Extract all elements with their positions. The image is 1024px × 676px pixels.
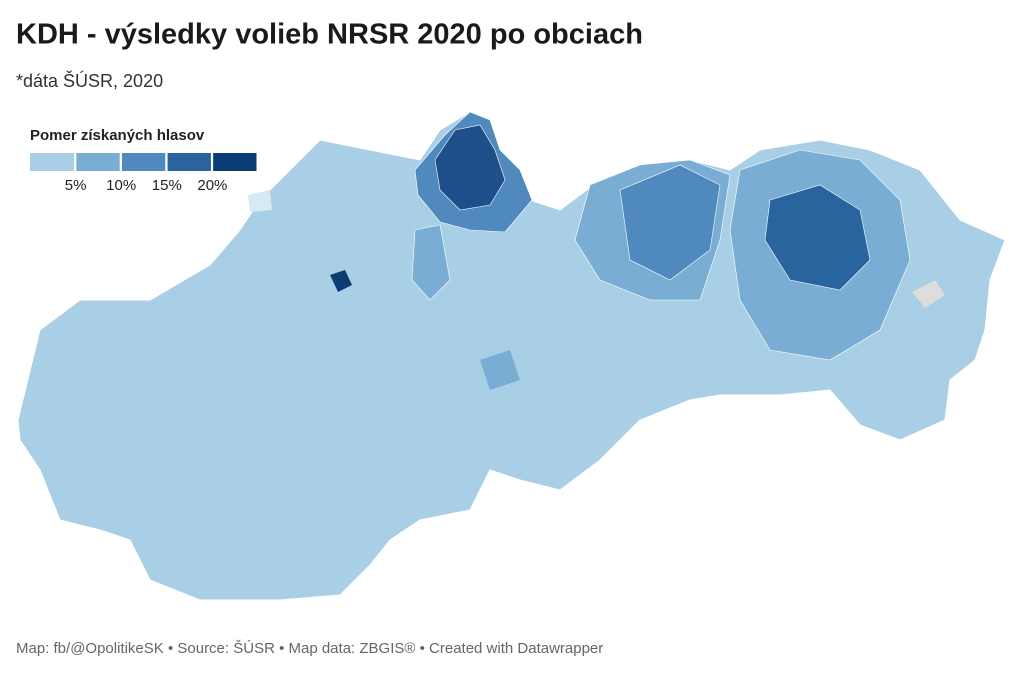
legend-swatch [121, 153, 166, 171]
region [619, 164, 721, 281]
legend-swatch [166, 153, 211, 171]
legend: Pomer získaných hlasov 5% 10% 15% 20% [30, 127, 257, 194]
region [330, 270, 352, 292]
legend-swatch [212, 153, 257, 171]
subtitle: *dáta ŠÚSR, 2020 [16, 70, 163, 91]
map [17, 111, 1006, 601]
legend-tick-label: 10% [106, 177, 136, 194]
title: KDH - výsledky volieb NRSR 2020 po obcia… [16, 19, 643, 51]
region [480, 350, 520, 390]
legend-tick-label: 20% [197, 177, 227, 194]
legend-tick-label: 15% [152, 177, 182, 194]
region [434, 124, 506, 211]
region [411, 224, 451, 301]
footer: Map: fb/@OpolitikeSK • Source: ŠÚSR • Ma… [16, 640, 603, 657]
region [912, 280, 945, 308]
region [764, 184, 871, 291]
legend-swatch [30, 153, 75, 171]
legend-swatch [75, 153, 120, 171]
legend-tick-label: 5% [65, 177, 87, 194]
region [248, 190, 272, 212]
legend-title: Pomer získaných hlasov [30, 127, 205, 144]
